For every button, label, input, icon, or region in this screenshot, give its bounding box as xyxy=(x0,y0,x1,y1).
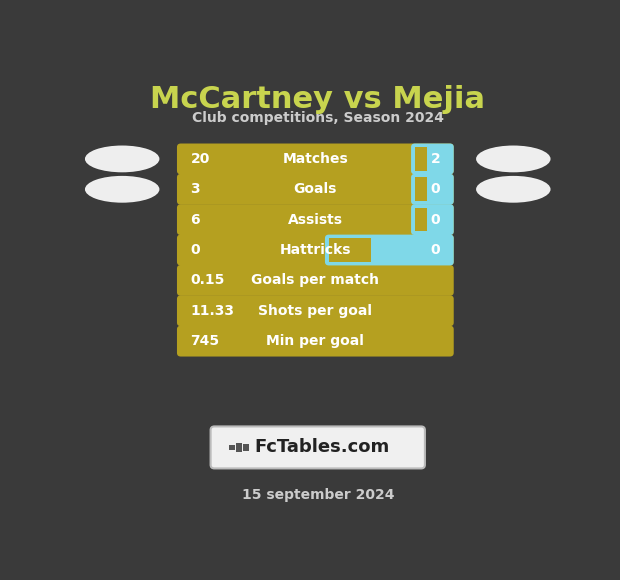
Text: 0: 0 xyxy=(431,243,440,257)
FancyBboxPatch shape xyxy=(329,238,371,262)
FancyBboxPatch shape xyxy=(243,444,249,451)
Ellipse shape xyxy=(476,146,551,172)
FancyBboxPatch shape xyxy=(229,445,234,450)
Text: 0: 0 xyxy=(431,182,440,196)
FancyBboxPatch shape xyxy=(177,326,454,357)
Text: 0: 0 xyxy=(190,243,200,257)
Text: 20: 20 xyxy=(190,152,210,166)
FancyBboxPatch shape xyxy=(411,143,454,175)
Ellipse shape xyxy=(476,176,551,202)
Text: 11.33: 11.33 xyxy=(190,304,234,318)
Text: Shots per goal: Shots per goal xyxy=(259,304,373,318)
FancyBboxPatch shape xyxy=(177,204,454,235)
Text: 0.15: 0.15 xyxy=(190,273,225,288)
Text: Hattricks: Hattricks xyxy=(280,243,351,257)
Text: 6: 6 xyxy=(190,213,200,227)
Text: 0: 0 xyxy=(431,213,440,227)
Text: Club competitions, Season 2024: Club competitions, Season 2024 xyxy=(192,111,444,125)
Ellipse shape xyxy=(85,176,159,202)
FancyBboxPatch shape xyxy=(177,295,454,326)
FancyBboxPatch shape xyxy=(415,147,427,171)
Text: 15 september 2024: 15 september 2024 xyxy=(242,488,394,502)
Text: McCartney vs Mejia: McCartney vs Mejia xyxy=(150,85,485,114)
FancyBboxPatch shape xyxy=(236,443,242,452)
FancyBboxPatch shape xyxy=(177,235,454,266)
FancyBboxPatch shape xyxy=(415,208,427,231)
Text: 2: 2 xyxy=(430,152,440,166)
Text: 745: 745 xyxy=(190,334,219,348)
FancyBboxPatch shape xyxy=(411,174,454,205)
FancyBboxPatch shape xyxy=(411,204,454,235)
Text: Matches: Matches xyxy=(283,152,348,166)
Text: Goals per match: Goals per match xyxy=(251,273,379,288)
FancyBboxPatch shape xyxy=(177,265,454,296)
FancyBboxPatch shape xyxy=(415,177,427,201)
FancyBboxPatch shape xyxy=(325,235,454,266)
FancyBboxPatch shape xyxy=(177,174,454,205)
Ellipse shape xyxy=(85,146,159,172)
FancyBboxPatch shape xyxy=(177,143,454,175)
Text: Assists: Assists xyxy=(288,213,343,227)
FancyBboxPatch shape xyxy=(211,426,425,469)
Text: FcTables.com: FcTables.com xyxy=(254,438,389,456)
Text: Goals: Goals xyxy=(294,182,337,196)
Text: 3: 3 xyxy=(190,182,200,196)
Text: Min per goal: Min per goal xyxy=(267,334,365,348)
